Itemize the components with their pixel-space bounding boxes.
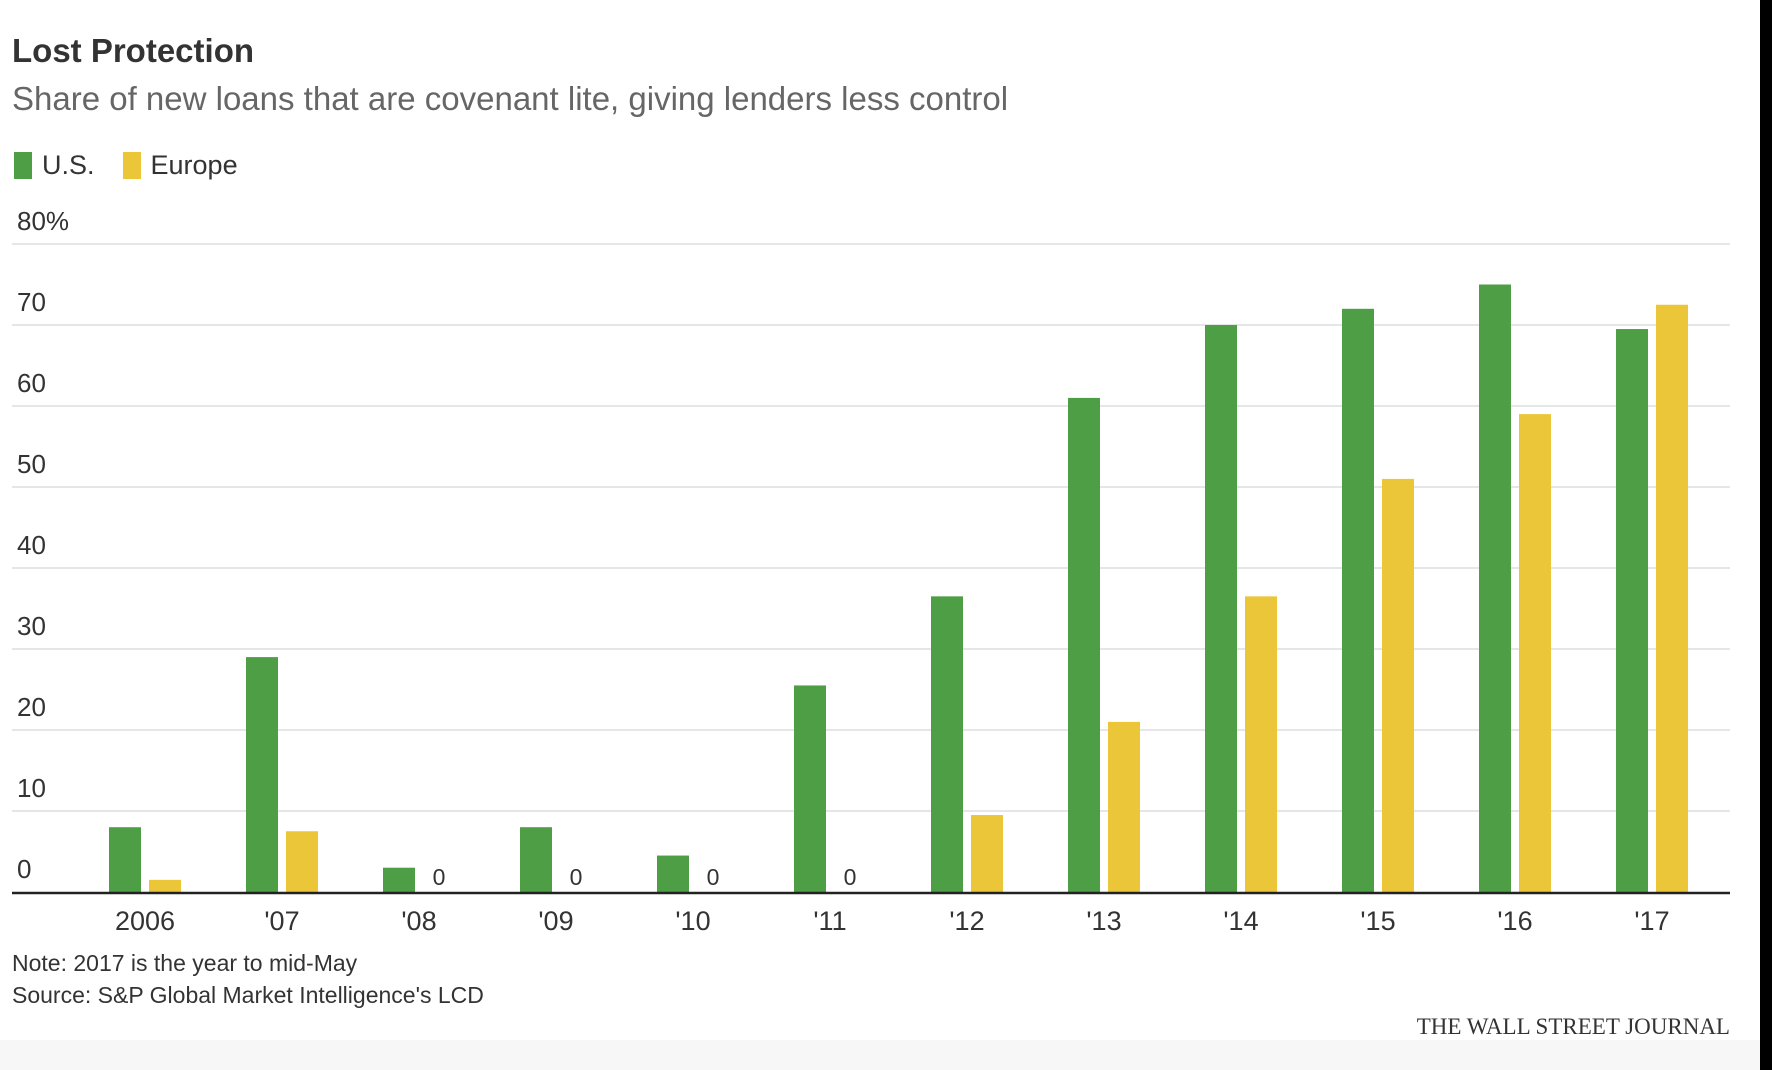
x-tick-label: 2006 bbox=[115, 906, 175, 936]
y-tick-label: 0 bbox=[17, 854, 31, 884]
bar-us bbox=[520, 827, 552, 892]
chart-subtitle: Share of new loans that are covenant lit… bbox=[12, 80, 1009, 117]
publisher-brand: THE WALL STREET JOURNAL bbox=[1416, 1014, 1730, 1039]
y-tick-label: 20 bbox=[17, 692, 46, 722]
bar-us bbox=[931, 596, 963, 892]
zero-data-label: 0 bbox=[570, 864, 583, 890]
y-tick-label: 40 bbox=[17, 530, 46, 560]
y-tick-label: 70 bbox=[17, 287, 46, 317]
x-tick-label: '17 bbox=[1634, 906, 1669, 936]
chart-title: Lost Protection bbox=[12, 32, 255, 69]
bar-us bbox=[1342, 308, 1374, 892]
legend-item-us: U.S. bbox=[14, 150, 95, 181]
bar-europe bbox=[1382, 478, 1414, 892]
bar-us bbox=[383, 867, 415, 892]
legend-swatch-europe bbox=[122, 152, 141, 179]
x-tick-label: '10 bbox=[675, 906, 710, 936]
x-tick-label: '13 bbox=[1086, 906, 1121, 936]
legend-label-us: U.S. bbox=[42, 150, 95, 180]
bar-europe bbox=[149, 879, 181, 892]
zero-data-label: 0 bbox=[844, 864, 857, 890]
chart-source: Source: S&P Global Market Intelligence's… bbox=[12, 982, 484, 1008]
x-tick-label: '07 bbox=[264, 906, 299, 936]
bar-europe bbox=[1519, 414, 1551, 892]
bar-us bbox=[1068, 397, 1100, 892]
legend-label-europe: Europe bbox=[150, 150, 238, 180]
legend-item-europe: Europe bbox=[122, 150, 238, 181]
y-tick-label: 10 bbox=[17, 773, 46, 803]
y-tick-label: 50 bbox=[17, 449, 46, 479]
y-tick-label: 80% bbox=[17, 206, 69, 236]
x-tick-label: '15 bbox=[1360, 906, 1395, 936]
chart-legend: U.S. Europe bbox=[14, 150, 266, 181]
x-tick-label: '09 bbox=[538, 906, 573, 936]
zero-data-label: 0 bbox=[433, 864, 446, 890]
bar-europe bbox=[971, 815, 1003, 892]
chart-note: Note: 2017 is the year to mid-May bbox=[12, 950, 358, 976]
bar-us bbox=[794, 685, 826, 892]
zero-data-label: 0 bbox=[707, 864, 720, 890]
bar-us bbox=[1616, 329, 1648, 892]
footer-band bbox=[0, 1040, 1760, 1070]
bar-us bbox=[1205, 325, 1237, 892]
bar-us bbox=[246, 657, 278, 892]
x-tick-label: '16 bbox=[1497, 906, 1532, 936]
bar-europe bbox=[1245, 596, 1277, 892]
window-edge bbox=[1760, 0, 1772, 1070]
bar-europe bbox=[1108, 721, 1140, 892]
bar-europe bbox=[286, 831, 318, 892]
bar-us bbox=[657, 855, 689, 892]
y-tick-label: 60 bbox=[17, 368, 46, 398]
bar-us bbox=[1479, 284, 1511, 892]
x-tick-label: '12 bbox=[949, 906, 984, 936]
x-tick-label: '08 bbox=[401, 906, 436, 936]
x-tick-label: '11 bbox=[813, 906, 846, 936]
y-tick-label: 30 bbox=[17, 611, 46, 641]
x-tick-label: '14 bbox=[1223, 906, 1258, 936]
legend-swatch-us bbox=[14, 152, 32, 179]
bar-europe bbox=[1656, 304, 1688, 892]
bar-us bbox=[109, 827, 141, 892]
